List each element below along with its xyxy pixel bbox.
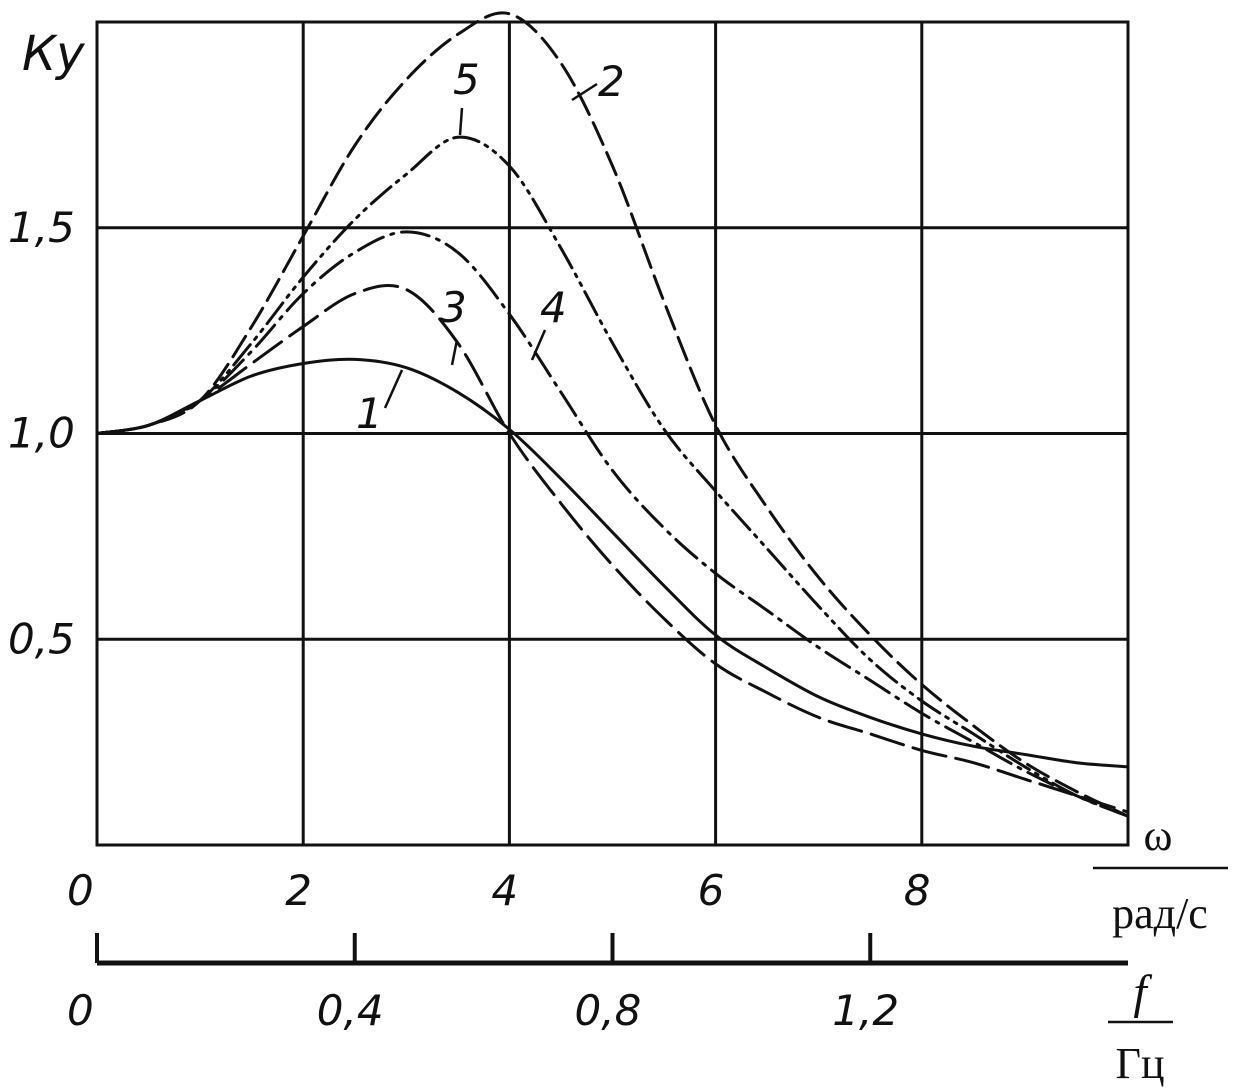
grid — [95, 20, 1130, 847]
curve-labels: 1 2 3 4 5 — [356, 55, 625, 438]
x-tick-label-3: 6 — [698, 866, 725, 915]
x-tick-label-2: 4 — [491, 866, 518, 915]
curve-label-4: 4 — [540, 283, 567, 332]
y-tick-label-0: 0,5 — [8, 614, 75, 663]
y-tick-label-2: 1,5 — [8, 203, 75, 252]
curve-label-leader-1 — [383, 369, 404, 409]
f-tick-label-0: 0 — [67, 986, 94, 1035]
f-tick-label-2: 0,8 — [575, 986, 642, 1035]
f-tick-label-1: 0,4 — [317, 986, 384, 1035]
f-tick-label-3: 1,2 — [832, 986, 899, 1035]
curve-label-leader-5 — [458, 107, 464, 136]
x-axis-unit-omega: рад/с — [1112, 889, 1208, 938]
curve-label-1: 1 — [356, 389, 383, 438]
curve-label-leader-4 — [530, 329, 547, 361]
x-tick-labels: 0 2 4 6 8 — [67, 866, 931, 915]
curve-label-2: 2 — [598, 57, 625, 106]
y-tick-label-1: 1,0 — [8, 409, 75, 458]
curves — [95, 11, 1130, 818]
x-axis-unit-f: Гц — [1116, 1039, 1165, 1088]
y-tick-labels: 0,5 1,0 1,5 — [8, 203, 75, 664]
curve-1 — [95, 357, 1130, 769]
curve-4 — [95, 230, 1130, 818]
curve-3 — [95, 284, 1130, 814]
x-axis-label-omega: ω — [1144, 811, 1173, 860]
curve-label-leader-3 — [450, 339, 459, 366]
curve-2 — [95, 11, 1130, 818]
curve-label-3: 3 — [440, 283, 467, 332]
y-axis-label: Ку — [22, 26, 85, 82]
x-tick-label-1: 2 — [285, 866, 312, 915]
x-tick-label-0: 0 — [67, 866, 94, 915]
curve-label-5: 5 — [453, 55, 480, 104]
x-axis-label-f: f — [1133, 966, 1152, 1019]
curve-5 — [95, 135, 1130, 818]
f-axis: 0 0,4 0,8 1,2 — [67, 933, 1128, 1035]
curve-label-leader-2 — [571, 82, 598, 102]
x-tick-label-4: 8 — [904, 866, 931, 915]
